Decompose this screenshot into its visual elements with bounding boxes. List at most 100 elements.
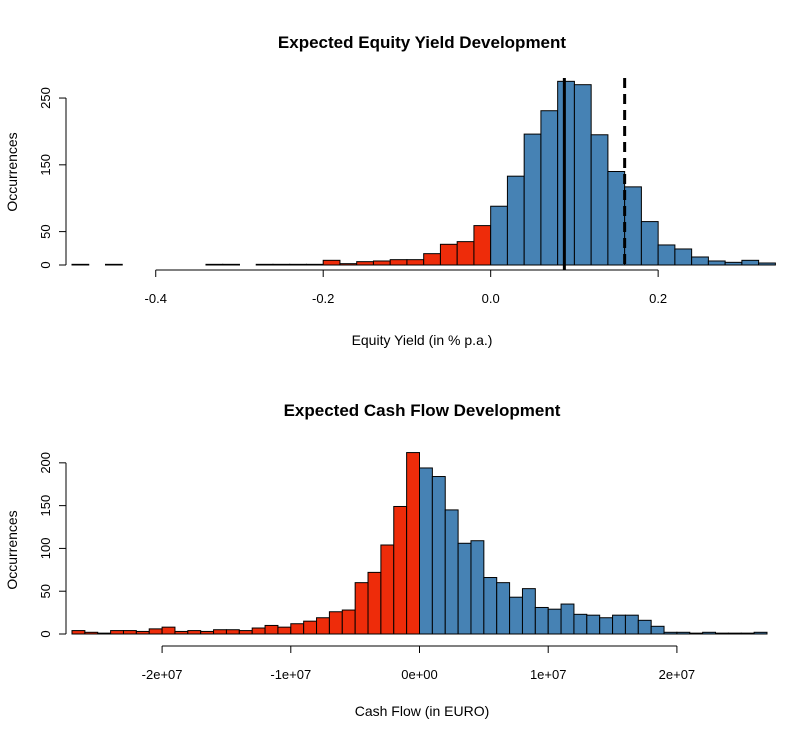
histogram-bar	[264, 624, 279, 635]
histogram-bar	[322, 259, 341, 266]
histogram-bar	[380, 544, 395, 635]
histogram-bar	[473, 225, 492, 266]
histogram-bar	[104, 263, 123, 266]
x-axis-label: Equity Yield (in % p.a.)	[352, 332, 493, 348]
histogram-bar	[339, 263, 358, 266]
histogram-bar	[341, 609, 356, 635]
histogram-bar	[200, 630, 215, 635]
histogram-bar	[272, 263, 291, 266]
reference-lines	[562, 78, 627, 270]
histogram-bar	[741, 259, 760, 266]
histogram-bar	[715, 632, 729, 635]
x-tick-label: 2e+07	[659, 667, 696, 682]
histogram-bar	[470, 540, 485, 635]
histogram-bar	[174, 630, 189, 635]
bars	[71, 452, 768, 635]
histogram-bar	[599, 617, 614, 635]
histogram-bar	[724, 261, 743, 266]
histogram-bar	[521, 588, 536, 635]
histogram-bar	[456, 241, 475, 266]
histogram-bar	[303, 620, 318, 635]
y-tick-label: 50	[38, 584, 53, 598]
cash-flow-histogram: Expected Cash Flow Development Cash Flow…	[4, 401, 768, 719]
histogram-bar	[238, 630, 253, 635]
histogram-bar	[650, 625, 665, 635]
histogram-bar	[354, 582, 369, 635]
histogram-bar	[372, 260, 391, 266]
y-tick-label: 150	[38, 495, 53, 517]
histogram-bar	[560, 603, 575, 635]
histogram-bar	[71, 630, 86, 635]
histogram-bar	[213, 629, 227, 635]
y-tick-label: 50	[38, 224, 53, 238]
histogram-bar	[110, 630, 124, 635]
histogram-bar	[758, 262, 776, 266]
histogram-bar	[740, 632, 755, 635]
histogram-bar	[674, 248, 693, 266]
histogram-bar	[689, 632, 704, 635]
x-tick-label: 1e+07	[530, 667, 567, 682]
histogram-bar	[431, 476, 446, 635]
histogram-bar	[457, 542, 472, 635]
histogram-bar	[255, 263, 274, 266]
histogram-bar	[753, 631, 768, 635]
histogram-bar	[586, 614, 601, 635]
y-axis-label: Occurrences	[4, 132, 20, 211]
histogram-bar	[534, 606, 549, 635]
x-tick-label: 0.0	[482, 291, 500, 306]
y-tick-label: 250	[38, 87, 53, 109]
histogram-bar	[573, 613, 588, 635]
histogram-bar	[222, 263, 240, 266]
y-axis: 0 50 100 150 200	[38, 452, 67, 638]
histogram-bar	[523, 133, 542, 266]
histogram-bar	[707, 260, 726, 266]
histogram-bar	[496, 582, 511, 635]
histogram-bar	[148, 628, 163, 635]
x-tick-label: -2e+07	[142, 667, 183, 682]
histogram-bar	[406, 452, 421, 635]
histogram-bar	[663, 631, 678, 635]
histogram-bar	[727, 632, 742, 635]
histogram-bar	[187, 630, 202, 635]
histogram-bar	[251, 627, 266, 635]
y-tick-label: 150	[38, 154, 53, 176]
histogram-bar	[393, 505, 408, 635]
y-axis: 0 50 150 250	[38, 87, 67, 269]
histogram-bar	[573, 84, 592, 266]
histogram-bar	[607, 171, 626, 266]
x-tick-label: 0e+00	[401, 667, 438, 682]
histogram-bar	[205, 263, 224, 266]
histogram-bar	[161, 626, 176, 635]
histogram-bar	[624, 186, 642, 266]
x-tick-label: 0.2	[649, 291, 667, 306]
histogram-bar	[328, 611, 343, 635]
histogram-bar	[277, 626, 292, 635]
histogram-bar	[84, 631, 99, 635]
histogram-bar	[97, 632, 112, 635]
histogram-bar	[389, 259, 408, 266]
x-axis: -2e+07 -1e+07 0e+00 1e+07 2e+07	[142, 645, 696, 682]
histogram-bar	[676, 631, 691, 635]
histogram-bar	[640, 221, 659, 266]
histogram-bar	[590, 134, 609, 266]
histogram-bar	[506, 175, 525, 266]
histogram-bar	[540, 110, 559, 266]
histogram-bar	[135, 630, 150, 635]
y-tick-label: 0	[38, 261, 53, 268]
histogram-bar	[367, 571, 382, 635]
histogram-bar	[557, 80, 575, 266]
histogram-bar	[122, 630, 137, 635]
chart-title: Expected Equity Yield Development	[278, 33, 566, 52]
bars	[71, 80, 776, 266]
histogram-bar	[290, 623, 305, 635]
histogram-bar	[509, 596, 523, 635]
y-tick-label: 100	[38, 538, 53, 560]
histogram-bar	[637, 619, 652, 635]
histogram-bar	[316, 617, 330, 635]
histogram-bar	[624, 614, 639, 635]
y-axis-label: Occurrences	[4, 510, 20, 589]
x-tick-label: -0.2	[312, 291, 334, 306]
chart-title: Expected Cash Flow Development	[284, 401, 561, 420]
histogram-bar	[71, 263, 90, 266]
